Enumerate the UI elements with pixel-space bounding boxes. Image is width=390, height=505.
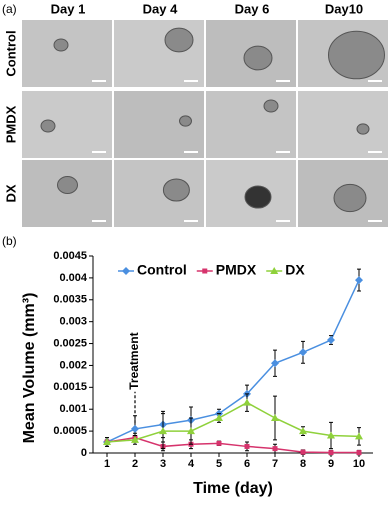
y-tick-label: 0.0025 [53,337,87,349]
cell-spheroid [356,123,370,135]
cell-spheroid [162,178,190,202]
y-tick-label: 0.004 [59,272,87,284]
legend-label: Control [137,262,187,278]
data-point [270,267,279,274]
data-point [202,268,208,274]
column-header: Day 1 [51,1,86,16]
data-point [327,431,335,439]
y-tick-label: 0.0005 [53,425,87,437]
series-line [106,401,360,443]
y-tick-label: 0.001 [59,403,87,415]
x-tick-label: 2 [132,458,138,470]
micrograph [22,91,112,158]
column-header: Day10 [325,1,363,16]
data-point [244,443,250,449]
x-tick-label: 1 [104,458,110,470]
micrograph [114,160,204,227]
cell-spheroid [53,38,69,52]
row-label: PMDX [3,105,18,143]
legend-label: DX [285,262,305,278]
series-line [106,436,359,454]
cell-spheroid [40,119,56,133]
data-point [271,359,279,368]
data-point [131,424,139,433]
row-label: DX [3,184,18,202]
cell-spheroid [333,183,367,213]
data-point [327,336,335,345]
x-tick-label: 6 [244,458,250,470]
data-point [122,267,130,275]
data-point [131,435,139,443]
y-tick-label: 0.0045 [53,250,87,262]
micrograph [206,91,296,158]
x-tick-label: 4 [188,458,195,470]
data-point [356,450,362,456]
cell-spheroid [57,176,78,194]
data-point [187,427,195,435]
data-point [328,450,334,456]
micrograph [298,91,388,158]
series-line [106,279,360,443]
y-tick-label: 0.0015 [53,381,87,393]
data-point [216,440,222,446]
data-point [103,438,111,446]
data-point [355,432,363,440]
cell-spheroid [244,185,272,209]
data-point [271,413,279,421]
data-point [299,427,307,435]
annotation-text: Treatment [127,332,141,389]
y-tick-label: 0.002 [59,359,87,371]
y-axis-label: Mean Volume (mm³) [21,293,38,444]
cell-spheroid [243,45,273,71]
y-tick-label: 0.003 [59,316,87,328]
micrograph [114,20,204,87]
x-tick-label: 3 [160,458,166,470]
cell-spheroid [164,27,194,53]
x-tick-label: 8 [300,458,306,470]
x-tick-label: 7 [272,458,278,470]
data-point [243,398,251,406]
x-tick-label: 10 [353,458,365,470]
legend-label: PMDX [216,262,257,278]
panel-label: (b) [2,234,17,248]
row-label: Control [3,30,18,76]
cell-spheroid [179,115,192,127]
y-tick-label: 0.0035 [53,294,87,306]
data-point [355,276,363,285]
column-header: Day 4 [143,1,178,16]
data-point [159,427,167,435]
x-tick-label: 5 [216,458,222,470]
data-point [215,413,223,421]
data-point [300,449,306,455]
column-header: Day 6 [235,1,270,16]
micrograph [22,20,112,87]
data-point [299,348,307,357]
x-tick-label: 9 [328,458,334,470]
x-axis-label: Time (day) [193,480,273,497]
cell-spheroid [263,99,279,113]
data-point [272,446,278,452]
y-tick-label: 0 [81,447,87,459]
cell-spheroid [328,30,385,80]
panel-label: (a) [2,2,17,16]
